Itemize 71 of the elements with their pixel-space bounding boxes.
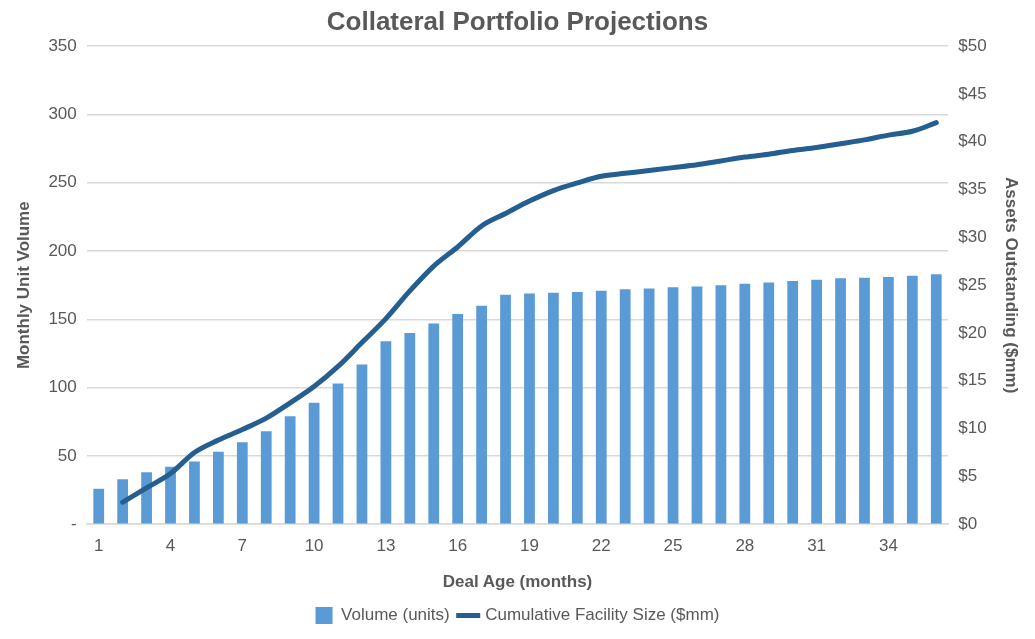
bar [284, 416, 296, 524]
y-tick-label: 200 [48, 240, 77, 260]
bar [189, 461, 200, 524]
y2-tick-label: $25 [958, 274, 987, 294]
x-tick-label: 16 [448, 536, 468, 556]
bar [667, 287, 679, 524]
x-tick-label: 31 [807, 536, 827, 556]
bar [715, 285, 727, 524]
bar [883, 277, 894, 524]
x-axis-title: Deal Age (months) [442, 572, 593, 592]
bar [428, 323, 440, 524]
bar [380, 341, 392, 524]
x-tick-label: 7 [237, 536, 248, 556]
bar [212, 451, 224, 524]
y2-tick-label: $50 [958, 35, 987, 55]
bar [452, 313, 464, 524]
y-tick-label: 100 [48, 377, 77, 397]
bar [930, 274, 942, 524]
bar [117, 479, 129, 524]
bar [524, 293, 535, 524]
y-tick-label: 250 [48, 172, 77, 192]
bar [500, 294, 511, 524]
y2-tick-label: $20 [958, 322, 987, 342]
legend-label: Volume (units) [341, 605, 450, 625]
bar [404, 333, 416, 524]
chart-title: Collateral Portfolio Projections [326, 5, 709, 36]
y2-axis-title: Assets Outstanding ($mm) [1002, 177, 1022, 394]
bar [93, 488, 105, 524]
bar [356, 364, 368, 524]
y-tick-label: 350 [48, 35, 77, 55]
y2-tick-label: $15 [958, 370, 987, 390]
bar [859, 277, 870, 524]
y2-tick-label: $40 [958, 131, 987, 151]
bar [739, 283, 751, 524]
y2-tick-label: $30 [958, 227, 987, 247]
y-tick-label: 50 [57, 445, 77, 465]
bar [476, 305, 487, 524]
bar [308, 402, 320, 524]
bar [811, 279, 823, 524]
bar [763, 282, 775, 524]
bar [260, 431, 272, 524]
bar [835, 278, 846, 524]
y-tick-label: 300 [48, 104, 77, 124]
x-tick-label: 34 [878, 536, 898, 556]
x-tick-label: 1 [93, 536, 104, 556]
x-tick-label: 4 [165, 536, 176, 556]
x-tick-label: 19 [520, 536, 539, 556]
y2-tick-label: $0 [958, 513, 978, 533]
bar [643, 288, 655, 524]
y2-tick-label: $45 [958, 83, 987, 103]
x-tick-label: 28 [735, 536, 755, 556]
bar [571, 292, 583, 524]
bar [787, 281, 799, 524]
bar [332, 383, 344, 524]
legend-label: Cumulative Facility Size ($mm) [485, 605, 720, 625]
y2-tick-label: $5 [958, 466, 978, 486]
bar [691, 286, 703, 524]
bar [906, 275, 918, 524]
y2-tick-label: $35 [958, 179, 987, 199]
x-tick-label: 13 [376, 536, 396, 556]
x-tick-label: 10 [304, 536, 324, 556]
bar [236, 442, 248, 524]
y-axis-title: Monthly Unit Volume [13, 201, 33, 370]
x-tick-label: 22 [591, 536, 611, 556]
bar [619, 289, 631, 524]
y-tick-label: - [71, 513, 77, 533]
bar [595, 290, 607, 524]
y2-tick-label: $10 [958, 418, 987, 438]
y-tick-label: 150 [48, 309, 77, 329]
x-tick-label: 25 [663, 536, 683, 556]
bar [548, 292, 559, 524]
